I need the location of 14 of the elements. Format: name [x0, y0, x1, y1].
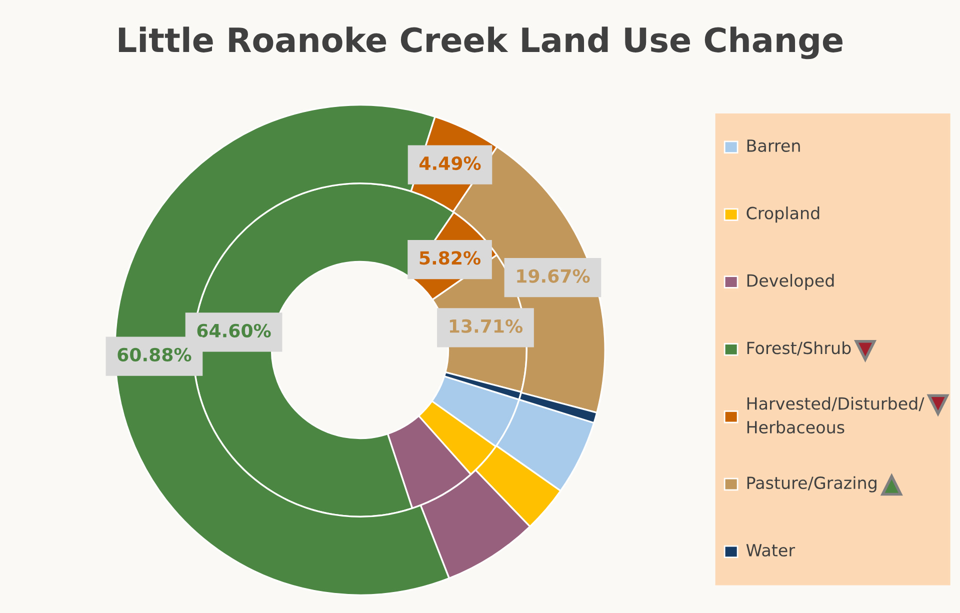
legend-label: Water — [746, 544, 796, 557]
legend-label: Cropland — [746, 206, 820, 223]
legend-label: Developed — [747, 274, 834, 290]
legend-label: Harvested/Disturbed/ Herbaceous — [747, 396, 924, 434]
legend-label: Forest/Shrub — [747, 341, 851, 356]
legend-label: Barren — [747, 140, 800, 152]
data-label: 60.88% — [118, 348, 192, 362]
data-label: 13.71% — [450, 319, 523, 333]
chart-title: Little Roanoke Creek Land Use Change — [118, 26, 842, 60]
data-label: 4.49% — [419, 156, 481, 170]
data-label: 64.60% — [197, 324, 271, 338]
data-label: 5.82% — [420, 251, 480, 265]
legend-label: Pasture/Grazing — [747, 476, 876, 492]
data-label: 19.67% — [517, 269, 590, 283]
